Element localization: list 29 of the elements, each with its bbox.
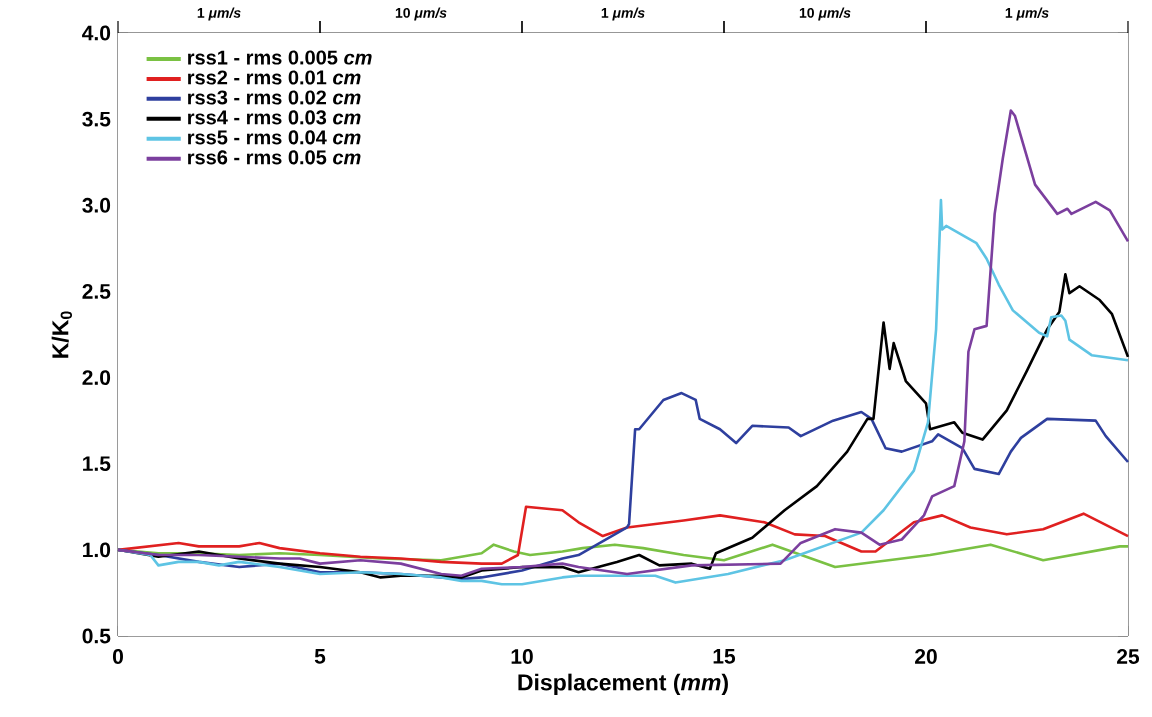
legend-label: rss4 - rms 0.03 cm xyxy=(188,110,361,125)
y-tick-label: 1.0 xyxy=(83,542,111,558)
y-tick-label: 2.0 xyxy=(82,370,111,386)
line-series xyxy=(116,505,1130,565)
legend-label: rss5 - rms 0.04 cm xyxy=(188,130,361,145)
x-tick-label: 5 xyxy=(314,649,326,664)
legend-label: rss2 - rms 0.01 cm xyxy=(188,70,361,85)
y-tick-label: 3.0 xyxy=(82,197,111,213)
y-tick-label: 0.5 xyxy=(82,628,111,644)
y-tick-label: 3.5 xyxy=(82,111,111,127)
x-tick-label: 25 xyxy=(1117,649,1140,664)
band-label: 1 μm/s xyxy=(601,7,645,21)
x-axis-title: Displacement (mm) xyxy=(518,673,728,696)
x-tick-label: 0 xyxy=(112,649,123,664)
x-tick-label: 15 xyxy=(713,649,736,664)
y-tick-label: 1.5 xyxy=(83,456,111,472)
legend-label: rss6 - rms 0.05 cm xyxy=(188,150,361,165)
line-series xyxy=(116,109,1130,577)
x-tick-label: 20 xyxy=(915,649,937,664)
y-tick-label: 2.5 xyxy=(82,284,111,299)
y-axis-title: K/K$_{0}$ xyxy=(51,311,73,358)
band-label: 10 μm/s xyxy=(395,7,447,21)
legend-label: rss1 - rms 0.005 cm xyxy=(188,50,372,65)
band-label: 1 μm/s xyxy=(1005,7,1049,21)
y-tick-label: 4.0 xyxy=(82,25,111,41)
x-tick-label: 10 xyxy=(511,649,533,664)
legend-label: rss3 - rms 0.02 cm xyxy=(188,90,361,105)
band-label: 1 μm/s xyxy=(197,7,241,21)
band-label: 10 μm/s xyxy=(799,7,851,21)
